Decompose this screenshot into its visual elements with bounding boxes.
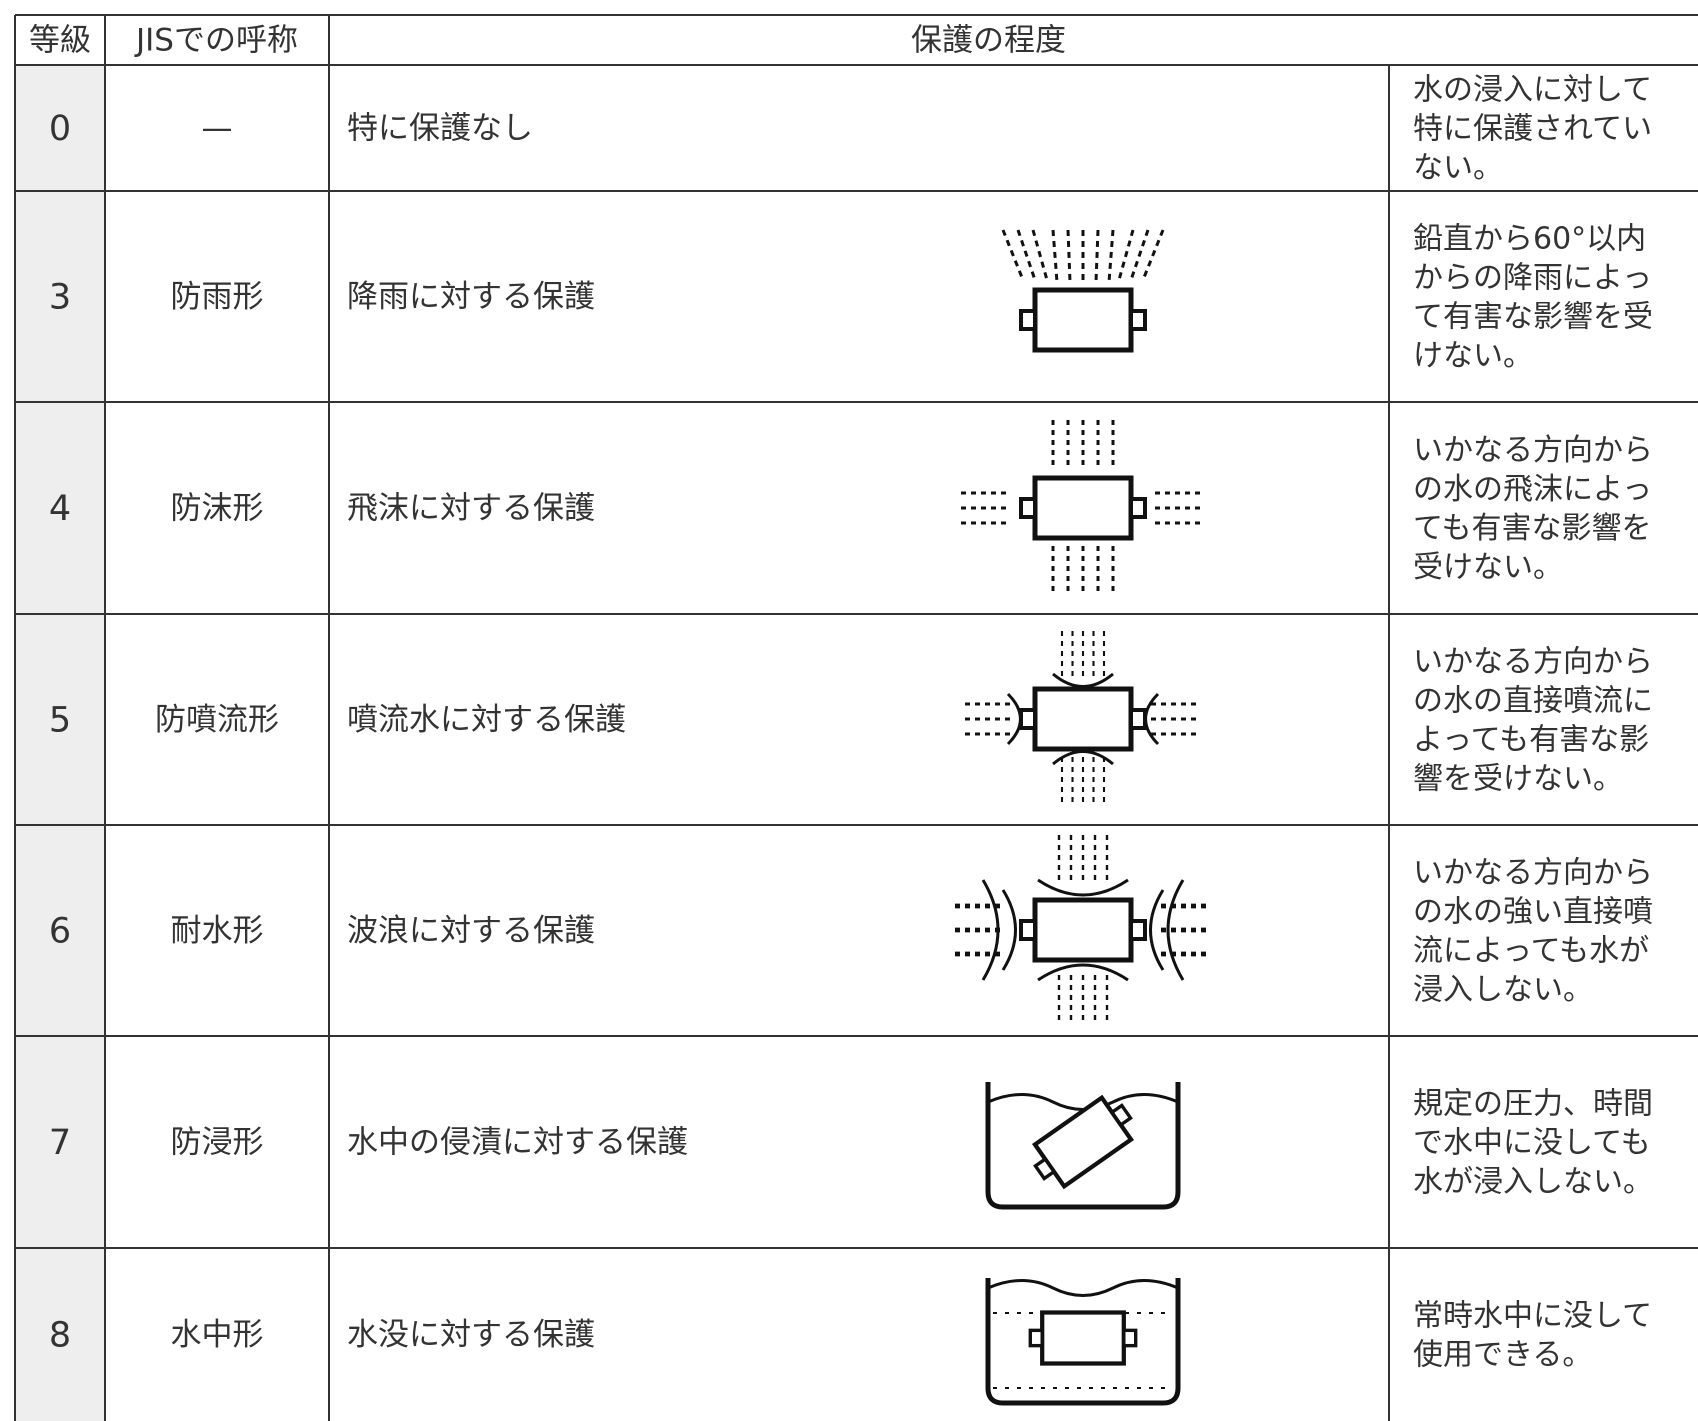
note-line: 浸入しない。 <box>1413 973 1593 1008</box>
jis-name: 耐水形 <box>171 913 264 949</box>
grid <box>14 14 1698 1421</box>
note-line: の水の強い直接噴 <box>1413 895 1653 930</box>
note-line: 水の浸入に対して <box>1413 73 1652 108</box>
note-line: 受けない。 <box>1413 550 1563 585</box>
note-line: ても有害な影響を <box>1413 511 1652 546</box>
icon-splash <box>959 418 1207 598</box>
jis-name: 防噴流形 <box>155 702 279 738</box>
grade: 0 <box>49 109 71 149</box>
grade: 3 <box>49 278 71 318</box>
protection: 噴流水に対する保護 <box>347 702 626 738</box>
note-line: 響を受けない。 <box>1413 762 1623 797</box>
note-line: 特に保護されてい <box>1413 112 1652 147</box>
protection: 飛沫に対する保護 <box>347 491 595 527</box>
header-cell: JISでの呼称 <box>134 23 298 59</box>
note-line: で水中に没しても <box>1413 1126 1651 1161</box>
note-line: の水の飛沫によっ <box>1413 472 1652 507</box>
note-line: て有害な影響を受 <box>1413 300 1653 335</box>
jis-name: 防沫形 <box>171 491 264 527</box>
header-cell: 等級 <box>29 23 91 59</box>
note-line: けない。 <box>1413 339 1533 374</box>
note-line: 流によっても水が <box>1413 934 1649 969</box>
protection: 特に保護なし <box>347 111 533 147</box>
note-line: 水が浸入しない。 <box>1413 1165 1653 1200</box>
note-line: いかなる方向から <box>1413 645 1653 680</box>
grade: 6 <box>49 912 71 952</box>
header-cell: 保護の程度 <box>911 23 1066 59</box>
jis-name: — <box>202 111 233 147</box>
grade: 8 <box>49 1316 71 1356</box>
grade-shade <box>15 65 105 1421</box>
icon-immersion <box>985 1082 1181 1210</box>
note-line: よっても有害な影 <box>1413 723 1649 758</box>
note-line: 常時水中に没して <box>1413 1299 1652 1334</box>
jis-name: 防浸形 <box>171 1125 264 1161</box>
icon-submersion <box>985 1278 1181 1406</box>
note-line: いかなる方向から <box>1413 856 1653 891</box>
note-line: 規定の圧力、時間 <box>1413 1087 1653 1122</box>
protection: 降雨に対する保護 <box>347 279 595 315</box>
note-line: の水の直接噴流に <box>1413 684 1653 719</box>
note-line: 鉛直から60°以内 <box>1413 222 1646 257</box>
icon-wave <box>955 833 1211 1027</box>
icon-jet <box>963 629 1203 809</box>
protection: 水没に対する保護 <box>347 1317 595 1353</box>
protection: 波浪に対する保護 <box>347 913 595 949</box>
note-line: いかなる方向から <box>1413 433 1653 468</box>
grade: 7 <box>49 1123 71 1163</box>
icon-rain <box>1001 229 1165 350</box>
note-line: 使用できる。 <box>1413 1338 1592 1373</box>
jis-name: 水中形 <box>171 1317 264 1353</box>
grade: 4 <box>49 489 71 529</box>
icons <box>955 229 1211 1406</box>
jis-name: 防雨形 <box>171 279 264 315</box>
note-line: からの降雨によっ <box>1413 261 1652 296</box>
grade: 5 <box>49 701 71 741</box>
note-line: ない。 <box>1413 151 1503 186</box>
protection: 水中の侵漬に対する保護 <box>347 1125 688 1161</box>
